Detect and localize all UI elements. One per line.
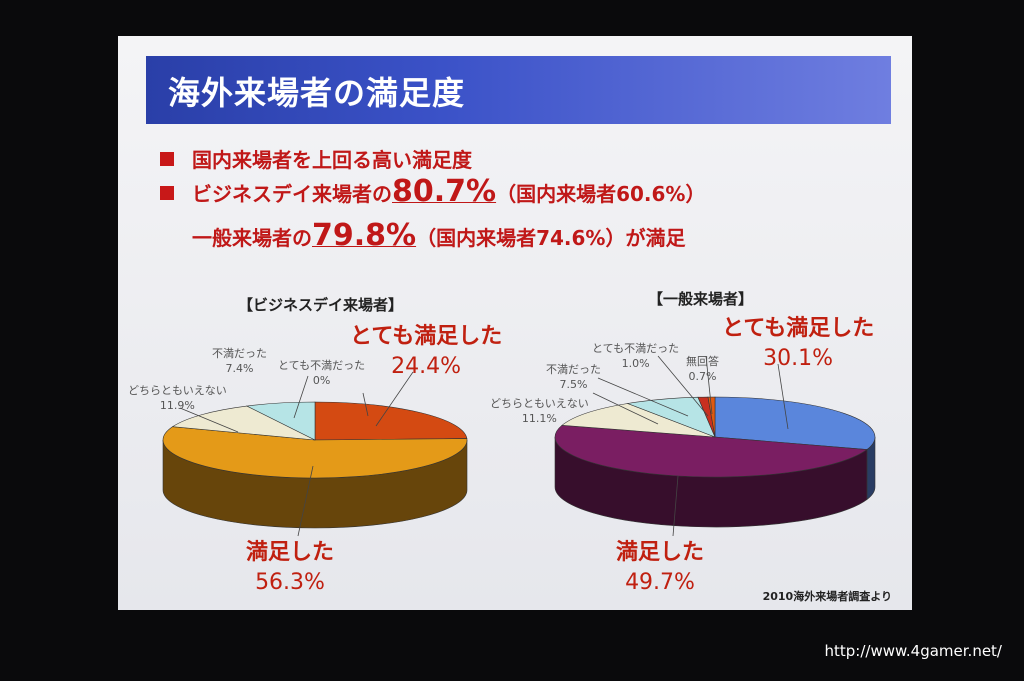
- pie-slice-1-1: [554, 425, 868, 478]
- label-neutral-business: どちらともいえない 11.9%: [128, 384, 227, 412]
- leader-line: [592, 392, 659, 425]
- label-very-dissatisfied-general: とても不満だった 1.0%: [592, 342, 680, 370]
- bullet-square-icon: [160, 152, 174, 166]
- pie-slice-0-1: [162, 426, 468, 479]
- pie-charts: [162, 355, 876, 537]
- pie-slice-0-0: [314, 401, 468, 441]
- bullet-3: 一般来場者の79.8%（国内来場者74.6%）が満足: [192, 218, 686, 253]
- leader-line: [777, 363, 789, 430]
- leader-line: [375, 371, 414, 427]
- label-very-satisfied-general: とても満足した 30.1%: [722, 316, 875, 371]
- pie-slice-1-0: [714, 396, 876, 450]
- pie-slice-0-2: [171, 405, 316, 441]
- slide-title: 海外来場者の満足度: [168, 74, 466, 112]
- source-note: 2010海外来場者調査より: [762, 590, 892, 603]
- chart-title-general: 【一般来場者】: [648, 290, 754, 308]
- pie-slice-1-2: [561, 403, 716, 438]
- bullet-2: ビジネスデイ来場者の80.7%（国内来場者60.6%）: [160, 174, 705, 209]
- label-neutral-general: どちらともいえない 11.1%: [490, 397, 589, 425]
- label-dissatisfied-general: 不満だった 7.5%: [546, 363, 601, 391]
- label-dissatisfied-business: 不満だった 7.4%: [212, 347, 267, 375]
- leader-line: [293, 375, 309, 419]
- label-very-satisfied-business: とても満足した 24.4%: [350, 324, 503, 379]
- label-satisfied-business: 満足した 56.3%: [246, 540, 335, 595]
- bullet-1: 国内来場者を上回る高い満足度: [160, 144, 472, 173]
- pie-slice-1-5: [707, 396, 716, 438]
- label-satisfied-general: 満足した 49.7%: [616, 540, 705, 595]
- leader-line: [362, 392, 369, 417]
- presentation-slide: 海外来場者の満足度 国内来場者を上回る高い満足度 ビジネスデイ来場者の80.7%…: [118, 36, 912, 610]
- pie-slice-0-3: [245, 401, 316, 441]
- label-very-dissatisfied-business: とても不満だった 0%: [278, 359, 366, 387]
- bullet-square-icon: [160, 186, 174, 200]
- leader-line: [672, 475, 679, 537]
- leader-line: [597, 377, 689, 417]
- leader-line: [179, 407, 239, 433]
- leader-line: [705, 355, 713, 415]
- label-no-answer-general: 無回答 0.7%: [686, 355, 719, 383]
- leader-line: [657, 355, 709, 417]
- chart-title-business: 【ビジネスデイ来場者】: [238, 296, 404, 314]
- watermark-url: http://www.4gamer.net/: [824, 642, 1002, 660]
- leader-line: [297, 465, 314, 537]
- title-bar: 海外来場者の満足度: [146, 56, 891, 124]
